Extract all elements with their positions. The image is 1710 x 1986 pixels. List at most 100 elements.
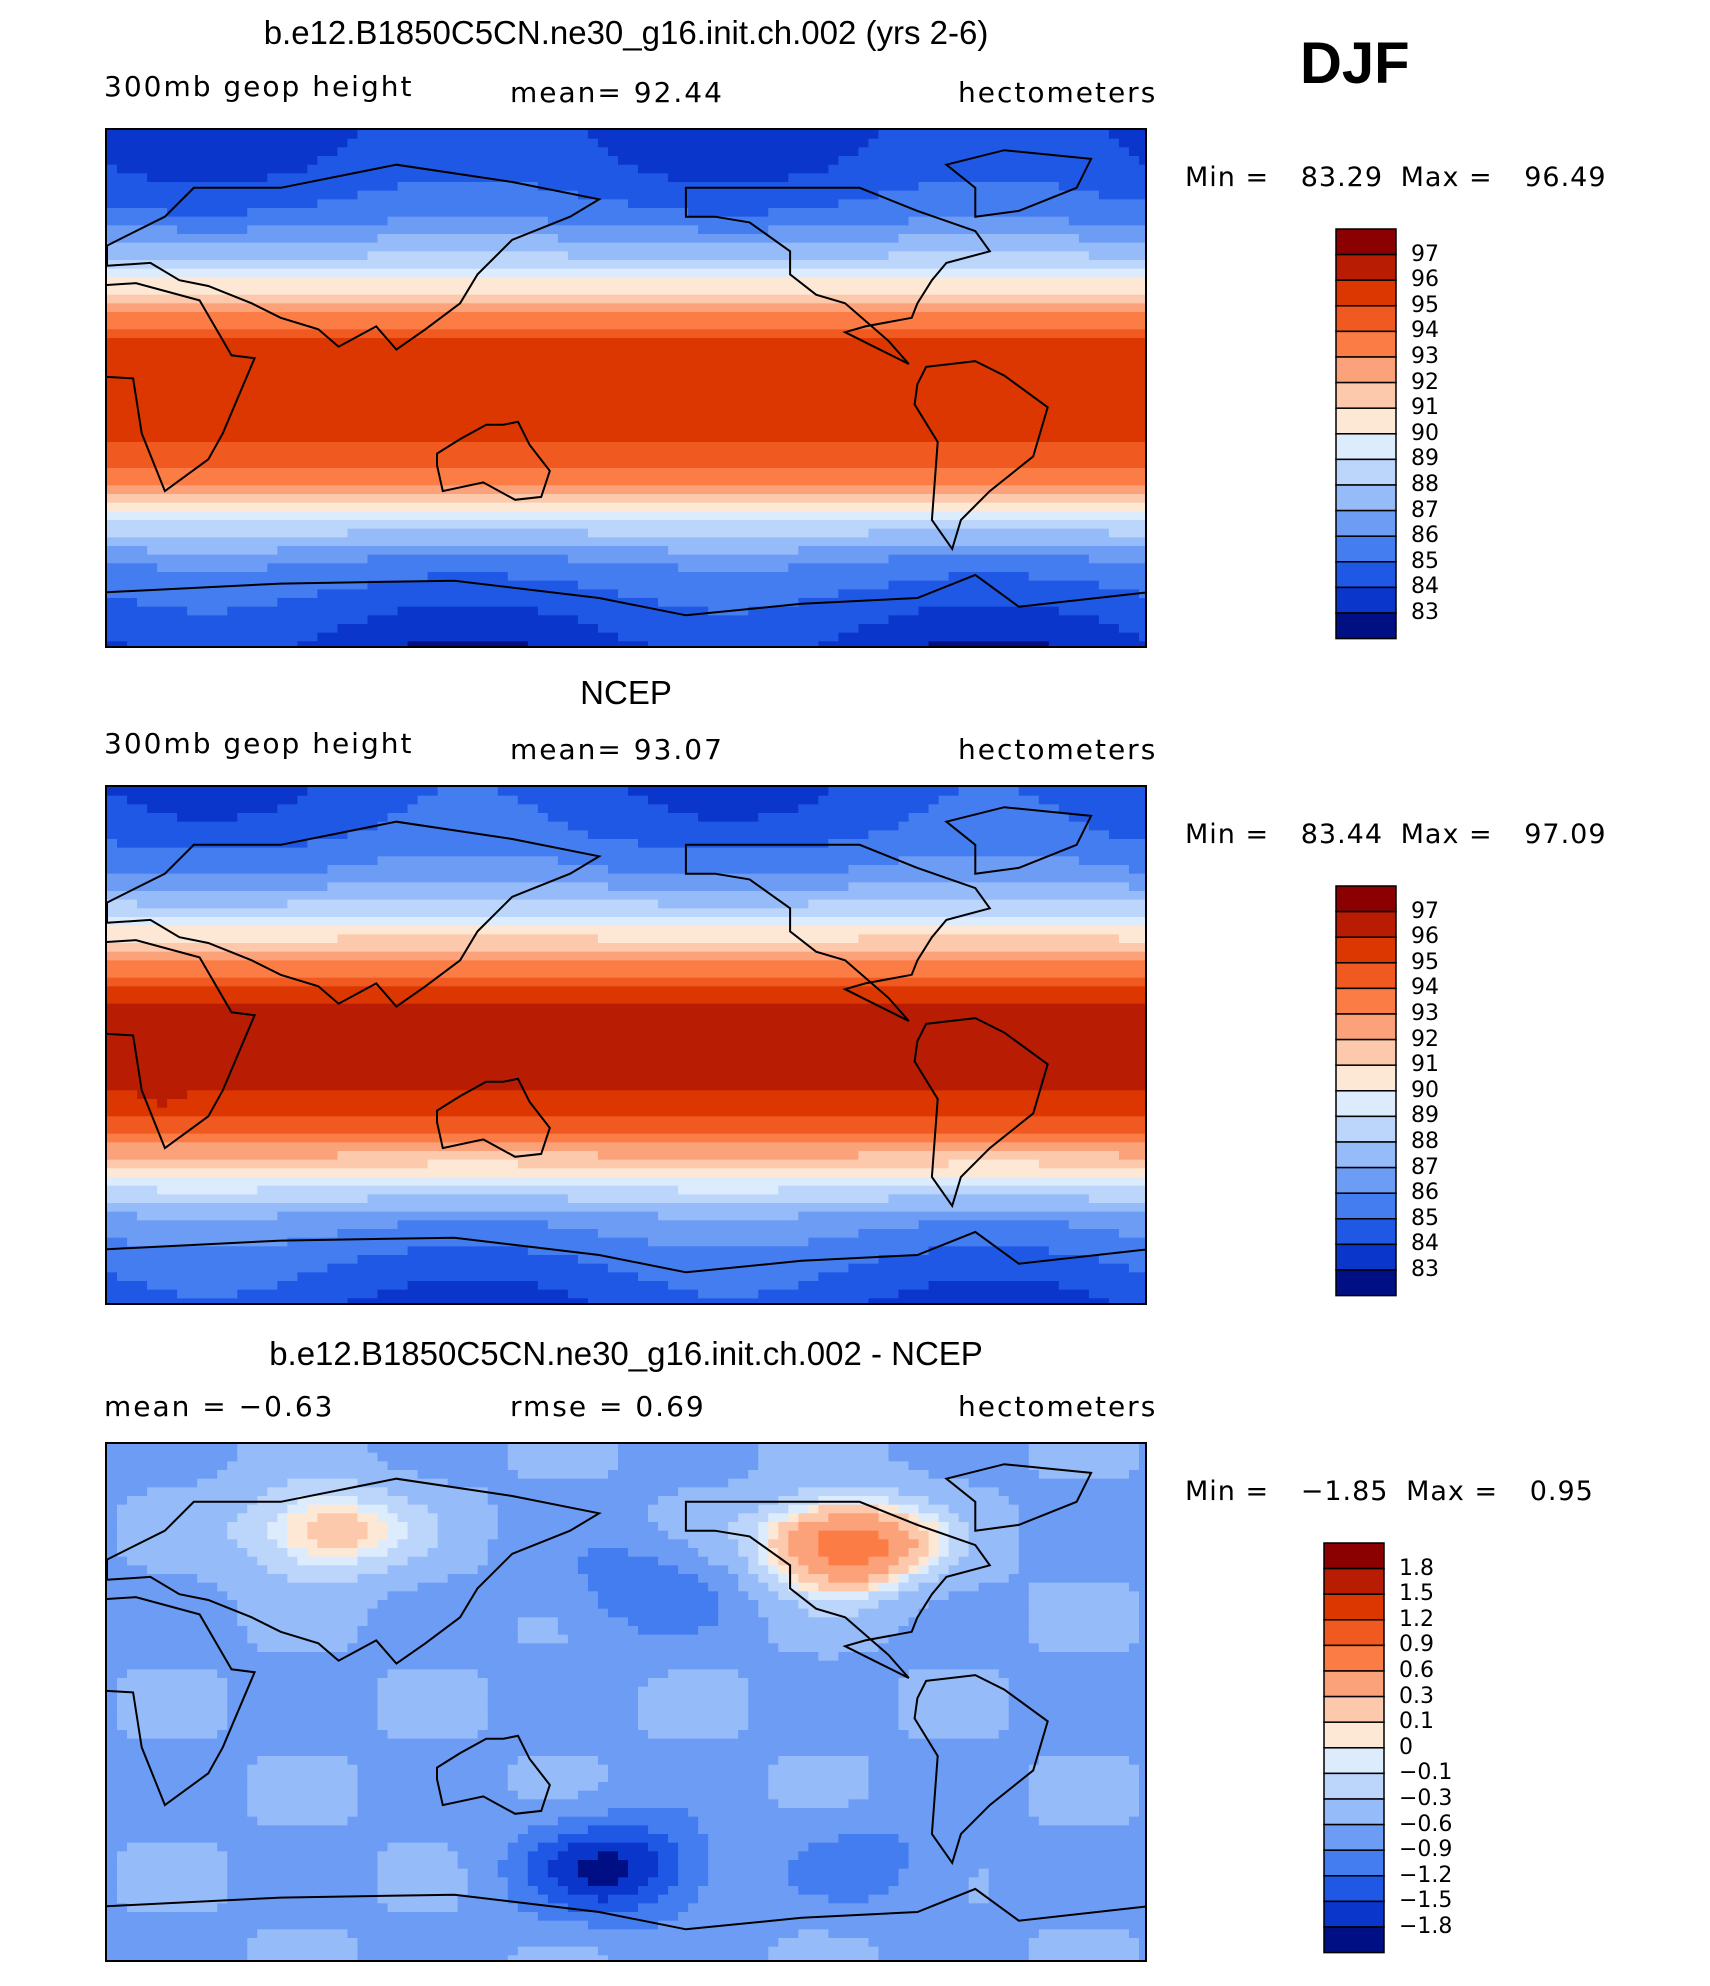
contour-cell xyxy=(387,1591,599,1601)
contour-cell xyxy=(1008,1712,1145,1722)
contour-cell xyxy=(377,1851,459,1861)
contour-cell xyxy=(607,1608,719,1618)
contour-cell xyxy=(247,1808,359,1818)
contour-cell xyxy=(237,1600,379,1610)
contour-cell xyxy=(157,563,268,573)
contour-cell xyxy=(1068,1220,1145,1230)
contour-cell xyxy=(587,1574,699,1584)
panel-3-contour-map xyxy=(107,1444,1145,1960)
contour-cell xyxy=(908,1461,1030,1471)
panel-3-map xyxy=(105,1442,1147,1962)
contour-cell xyxy=(107,1168,1145,1178)
contour-cell xyxy=(377,1452,509,1462)
contour-cell xyxy=(527,1825,589,1835)
contour-cell xyxy=(968,1877,990,1887)
contour-cell xyxy=(107,632,318,642)
contour-cell xyxy=(127,1237,288,1247)
contour-cell xyxy=(537,1842,569,1852)
contour-cell xyxy=(107,1055,1145,1065)
contour-cell xyxy=(147,1281,278,1291)
contour-cell xyxy=(107,1929,258,1939)
contour-cell xyxy=(868,1938,1030,1948)
contour-cell xyxy=(507,1773,609,1783)
contour-cell xyxy=(107,260,1145,270)
contour-cell xyxy=(898,821,1090,831)
contour-cell xyxy=(357,130,589,140)
contour-cell xyxy=(1028,1626,1140,1636)
contour-cell xyxy=(888,1539,920,1549)
colorbar-swatch xyxy=(1335,1064,1397,1092)
contour-cell xyxy=(107,1747,1145,1757)
contour-cell xyxy=(898,1686,1010,1696)
contour-cell xyxy=(357,1478,449,1488)
contour-cell xyxy=(487,1704,639,1714)
contour-cell xyxy=(617,1877,649,1887)
contour-cell xyxy=(107,1695,118,1705)
contour-cell xyxy=(357,1556,409,1566)
contour-cell xyxy=(1108,528,1145,538)
contour-cell xyxy=(898,1712,1010,1722)
contour-cell xyxy=(517,1834,559,1844)
contour-cell xyxy=(227,1678,379,1688)
contour-cell xyxy=(748,1556,759,1566)
contour-cell xyxy=(107,1203,1145,1213)
contour-cell xyxy=(317,1539,359,1549)
contour-cell xyxy=(107,277,1145,287)
contour-cell xyxy=(517,1626,559,1636)
contour-cell xyxy=(107,390,1145,400)
contour-cell xyxy=(457,1903,519,1913)
contour-cell xyxy=(407,1246,529,1256)
contour-cell xyxy=(788,1548,819,1558)
contour-cell xyxy=(107,960,1145,970)
contour-cell xyxy=(898,1591,950,1601)
panel-3-south-america-coastline xyxy=(913,1674,1049,1866)
contour-cell xyxy=(487,1539,689,1549)
contour-cell xyxy=(838,156,1140,166)
contour-cell xyxy=(908,216,1070,226)
colorbar-tick-label: 87 xyxy=(1411,497,1439,523)
colorbar-swatch xyxy=(1335,885,1397,913)
contour-cell xyxy=(788,1574,799,1584)
contour-cell xyxy=(648,1504,759,1514)
contour-cell xyxy=(477,1565,579,1575)
contour-cell xyxy=(607,1773,769,1783)
contour-cell xyxy=(768,1539,789,1549)
contour-cell xyxy=(1088,821,1145,831)
contour-cell xyxy=(527,1851,559,1861)
contour-cell xyxy=(107,1229,339,1239)
contour-cell xyxy=(527,1246,930,1256)
contour-cell xyxy=(1138,1634,1145,1644)
colorbar-tick-label: 1.8 xyxy=(1399,1555,1434,1581)
colorbar-tick-label: 84 xyxy=(1411,1231,1439,1257)
contour-cell xyxy=(337,624,599,634)
contour-cell xyxy=(898,1695,1010,1705)
contour-cell xyxy=(107,398,1145,408)
contour-cell xyxy=(277,1513,288,1523)
contour-cell xyxy=(107,969,1145,979)
contour-cell xyxy=(107,251,369,261)
contour-cell xyxy=(107,1591,228,1601)
contour-cell xyxy=(317,156,619,166)
contour-cell xyxy=(437,1539,489,1549)
contour-cell xyxy=(377,1695,489,1705)
contour-cell xyxy=(107,1539,118,1549)
contour-cell xyxy=(107,1003,1145,1013)
contour-cell xyxy=(888,1634,1030,1644)
contour-cell xyxy=(828,1929,1040,1939)
contour-cell xyxy=(527,1868,549,1878)
colorbar-swatch xyxy=(1335,381,1397,409)
contour-cell xyxy=(928,1548,940,1558)
contour-cell xyxy=(898,1582,920,1592)
contour-cell xyxy=(768,1565,779,1575)
contour-cell xyxy=(467,1886,509,1896)
contour-cell xyxy=(758,1461,910,1471)
panel-1-max-label: Max = xyxy=(1400,162,1493,193)
contour-cell xyxy=(107,589,318,599)
contour-cell xyxy=(567,1634,769,1644)
colorbar-tick-label: −0.9 xyxy=(1399,1837,1453,1863)
contour-cell xyxy=(828,839,1145,849)
contour-cell xyxy=(117,1860,228,1870)
contour-cell xyxy=(908,1860,1145,1870)
contour-cell xyxy=(367,580,579,590)
contour-cell xyxy=(107,1047,1145,1057)
